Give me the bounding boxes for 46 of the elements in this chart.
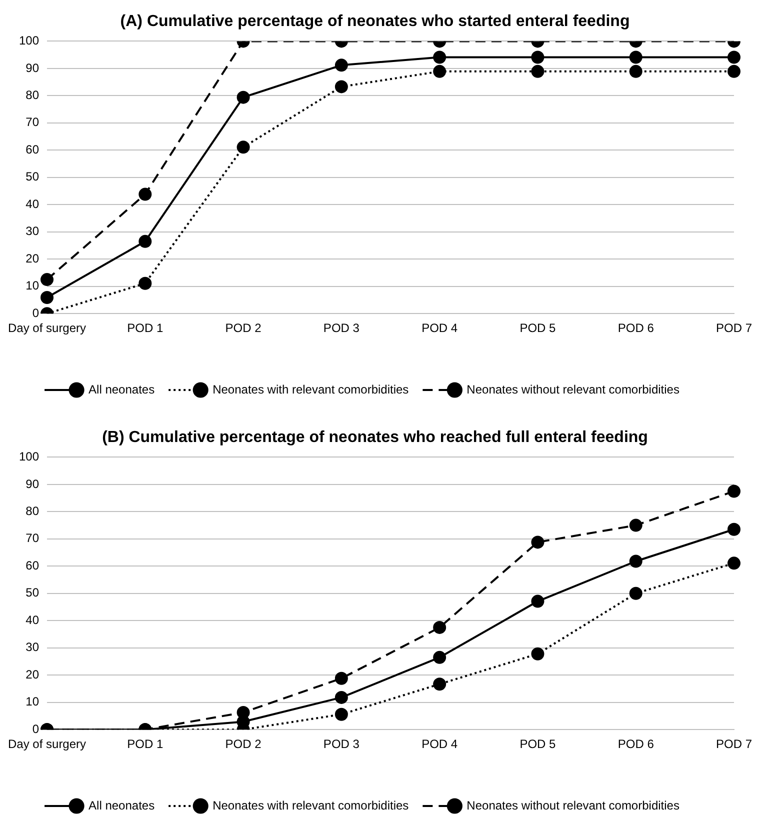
x-tick-label: POD 6 — [618, 321, 654, 336]
y-tick-label: 90 — [26, 60, 40, 75]
y-tick-label: 10 — [26, 278, 40, 293]
chart-title: (B) Cumulative percentage of neonates who reached full enteral feeding — [102, 429, 648, 446]
y-tick-label: 20 — [26, 667, 40, 682]
y-tick-label: 70 — [26, 115, 40, 130]
x-tick-label: Day of surgery — [8, 321, 86, 336]
x-tick-label: POD 7 — [716, 321, 752, 336]
chart-title: (A) Cumulative percentage of neonates who started enteral feeding — [120, 13, 630, 30]
y-tick-label: 80 — [26, 504, 40, 518]
x-tick-label: POD 5 — [520, 737, 556, 752]
x-tick-label: POD 1 — [127, 321, 164, 336]
y-tick-label: 60 — [26, 558, 40, 572]
x-tick-label: POD 3 — [323, 737, 360, 752]
x-tick-label: POD 4 — [422, 321, 458, 336]
y-tick-label: 100 — [18, 34, 40, 48]
x-tick-label: POD 2 — [225, 321, 262, 336]
y-tick-label: 90 — [26, 476, 40, 491]
y-tick-label: 40 — [26, 196, 40, 211]
x-tick-label: POD 2 — [225, 737, 262, 752]
legend-label: All neonates — [88, 382, 155, 396]
legend-label: Neonates with relevant comorbidities — [212, 798, 409, 812]
y-tick-label: 20 — [26, 251, 40, 266]
legend-label: Neonates without relevant comorbidities — [466, 382, 680, 396]
legend-label: All neonates — [88, 798, 155, 812]
x-tick-label: POD 7 — [716, 737, 752, 752]
y-tick-label: 10 — [26, 694, 40, 709]
x-tick-label: POD 6 — [618, 737, 654, 752]
y-tick-label: 50 — [26, 170, 40, 184]
x-tick-label: POD 5 — [520, 321, 556, 336]
legend-label: Neonates with relevant comorbidities — [212, 382, 409, 396]
legend-label: Neonates without relevant comorbidities — [466, 798, 680, 812]
y-tick-label: 30 — [26, 224, 40, 238]
y-tick-label: 0 — [32, 722, 40, 736]
x-tick-label: POD 1 — [127, 737, 164, 752]
y-tick-label: 30 — [26, 640, 40, 654]
y-tick-label: 100 — [18, 450, 40, 464]
y-tick-label: 80 — [26, 88, 40, 102]
y-tick-label: 0 — [32, 306, 40, 320]
y-tick-label: 50 — [26, 586, 40, 600]
y-tick-label: 40 — [26, 612, 40, 627]
x-tick-label: POD 4 — [422, 737, 458, 752]
y-tick-label: 70 — [26, 531, 40, 546]
y-tick-label: 60 — [26, 142, 40, 156]
x-tick-label: Day of surgery — [8, 737, 86, 752]
x-tick-label: POD 3 — [323, 321, 360, 336]
